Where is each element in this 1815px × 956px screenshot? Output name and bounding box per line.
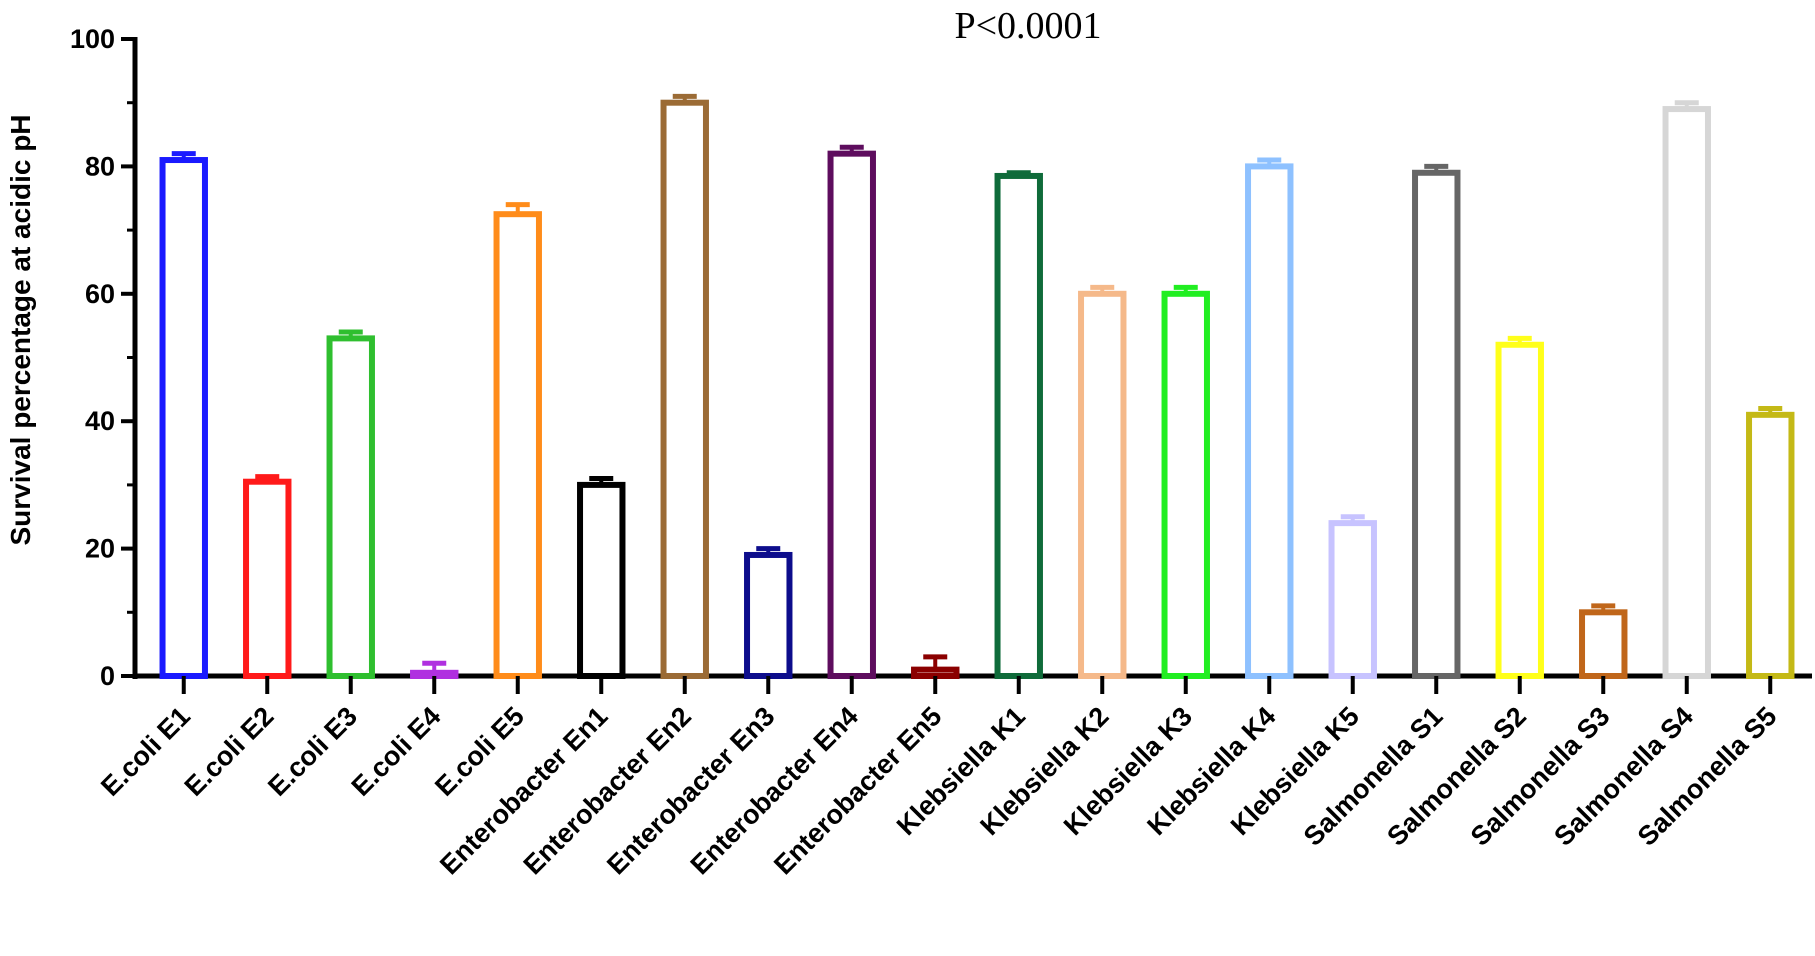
bars (159, 93, 1795, 680)
bar (1495, 341, 1544, 679)
bar (326, 335, 375, 679)
bar (1579, 609, 1628, 679)
axes (132, 37, 1812, 679)
y-tick-label: 100 (70, 24, 115, 54)
bar (1245, 163, 1294, 679)
bar (994, 172, 1043, 680)
bar (243, 478, 292, 679)
y-ticks: 0 20 40 60 80 100 (70, 24, 135, 691)
bar (1662, 106, 1711, 679)
bar (159, 157, 208, 679)
x-tick-label: E.coli E1 (95, 701, 196, 802)
bar (1746, 411, 1795, 679)
bar (1078, 290, 1127, 679)
y-tick-label: 20 (85, 534, 115, 564)
y-tick-label: 60 (85, 279, 115, 309)
bar (410, 669, 459, 680)
y-axis-label: Survival percentage at acidic pH (5, 114, 36, 545)
bar (1161, 290, 1210, 679)
bar (911, 666, 960, 680)
bar (493, 211, 542, 680)
bar (1412, 169, 1461, 680)
bar (827, 150, 876, 680)
y-tick-label: 80 (85, 151, 115, 181)
x-tick-labels: E.coli E1E.coli E2E.coli E3E.coli E4E.co… (95, 676, 1782, 880)
y-tick-label: 40 (85, 406, 115, 436)
bar (577, 481, 626, 679)
p-value-annotation: P<0.0001 (954, 5, 1101, 47)
y-tick-label: 0 (100, 661, 115, 691)
bar (1328, 520, 1377, 679)
bar (744, 551, 793, 679)
bar (660, 99, 709, 679)
x-tick-label: E.coli E2 (179, 701, 280, 802)
x-tick-label: E.coli E4 (346, 701, 447, 802)
x-tick-label: E.coli E3 (262, 701, 363, 802)
